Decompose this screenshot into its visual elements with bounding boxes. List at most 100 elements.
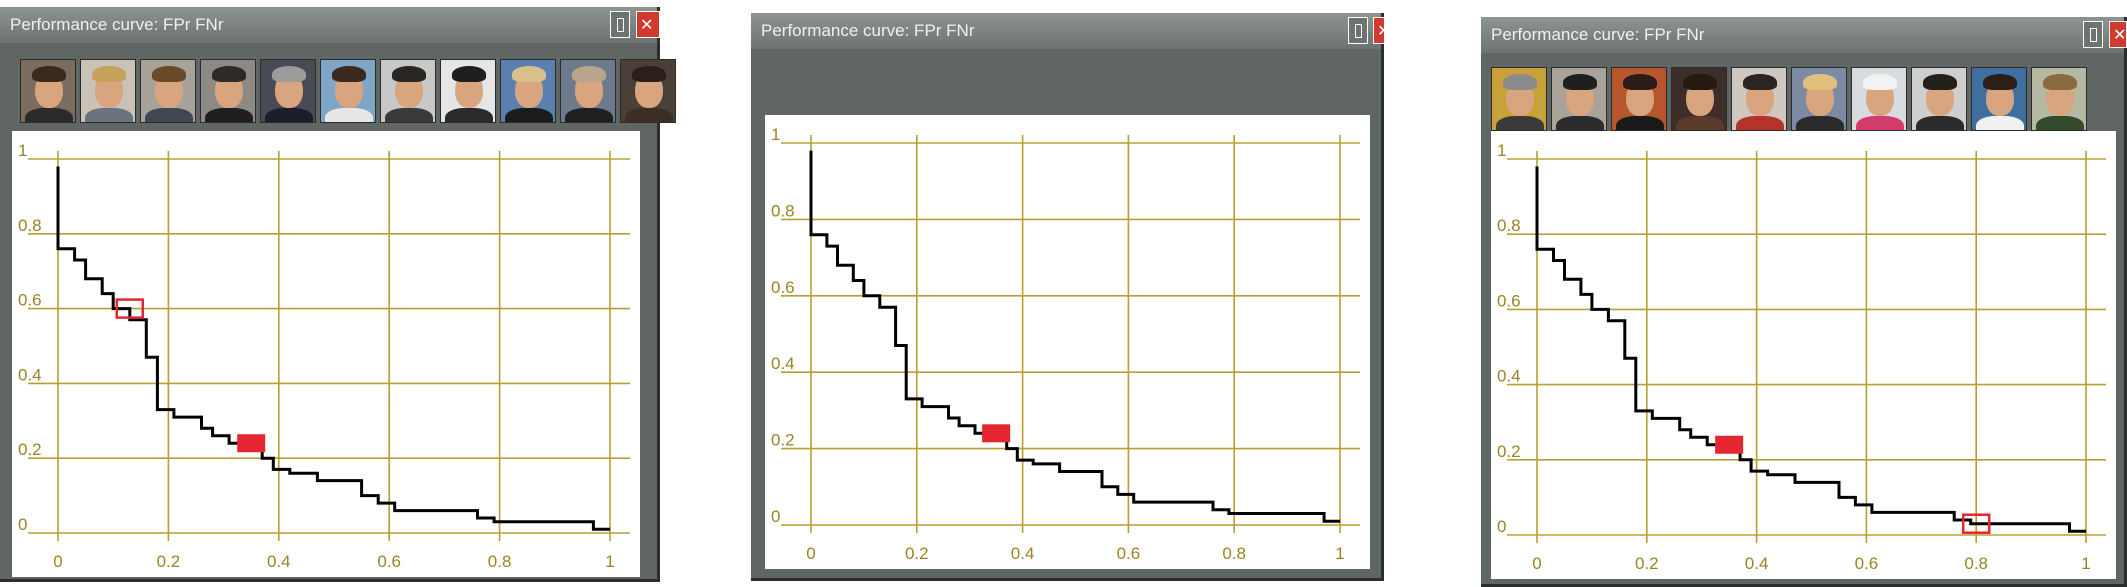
- face-thumbnail-7[interactable]: [1851, 67, 1907, 131]
- x-tick-label: 0.6: [377, 552, 401, 571]
- operating-point-marker: [1715, 435, 1744, 454]
- maximize-button[interactable]: [1348, 17, 1368, 44]
- maximize-button[interactable]: [2083, 21, 2103, 48]
- plot-area: 0 0.2 0.4 0.6 0.8 1 1 0.8 0.6 0.4 0.2 0: [12, 131, 640, 577]
- x-tick-label: 0.4: [1011, 544, 1035, 563]
- y-tick-label: 1: [18, 141, 27, 160]
- window-titlebar[interactable]: Performance curve: FPr FNr: [1481, 17, 2127, 53]
- y-tick-label: 0.6: [1497, 291, 1521, 310]
- face-thumbnail-10[interactable]: [560, 59, 616, 123]
- y-tick-label: 0.8: [771, 201, 795, 220]
- y-tick-label: 0.4: [1497, 367, 1521, 386]
- x-tick-label: 0.8: [488, 552, 512, 571]
- face-thumbnail-1[interactable]: [1491, 67, 1547, 131]
- face-shoulders: [565, 108, 613, 122]
- maximize-button[interactable]: [610, 11, 630, 38]
- y-tick-label: 0: [1497, 517, 1506, 536]
- face-shoulders: [385, 108, 433, 122]
- face-strip: [20, 59, 676, 123]
- face-thumbnail-9[interactable]: [1971, 67, 2027, 131]
- performance-curve-chart: 0 0.2 0.4 0.6 0.8 1 1 0.8 0.6 0.4 0.2 0: [18, 141, 630, 571]
- face-shoulders: [1496, 116, 1544, 130]
- face-shoulders: [265, 108, 313, 122]
- face-shoulders: [625, 108, 673, 122]
- plot-area: 0 0.2 0.4 0.6 0.8 1 1 0.8 0.6 0.4 0.2 0: [765, 115, 1370, 569]
- face-hair: [1863, 74, 1897, 90]
- y-tick-label: 0.8: [1497, 216, 1521, 235]
- face-thumbnail-9[interactable]: [500, 59, 556, 123]
- face-hair: [212, 66, 246, 82]
- face-thumbnail-8[interactable]: [440, 59, 496, 123]
- face-hair: [1743, 74, 1777, 90]
- x-tick-label: 0.2: [905, 544, 929, 563]
- y-tick-label: 1: [771, 125, 780, 144]
- y-tick-label: 0.4: [18, 365, 42, 384]
- face-thumbnail-5[interactable]: [1731, 67, 1787, 131]
- close-button[interactable]: [1373, 17, 1385, 44]
- face-shoulders: [205, 108, 253, 122]
- selected-point-marker: [115, 298, 145, 319]
- performance-curve-line: [809, 150, 1340, 523]
- face-shoulders: [1916, 116, 1964, 130]
- y-tick-label: 0.2: [771, 431, 795, 450]
- face-hair: [1683, 74, 1717, 90]
- x-tick-label: 0.8: [1222, 544, 1246, 563]
- window-titlebar[interactable]: Performance curve: FPr FNr: [751, 13, 1385, 49]
- x-tick-label: 0: [806, 544, 815, 563]
- face-shoulders: [25, 108, 73, 122]
- close-button[interactable]: [636, 11, 660, 38]
- face-strip: [1491, 67, 2087, 131]
- face-hair: [632, 66, 666, 82]
- y-tick-label: 0.6: [18, 291, 42, 310]
- face-thumbnail-1[interactable]: [20, 59, 76, 123]
- face-hair: [392, 66, 426, 82]
- face-shoulders: [505, 108, 553, 122]
- face-hair: [32, 66, 66, 82]
- y-tick-label: 0: [771, 507, 780, 526]
- face-shoulders: [325, 108, 373, 122]
- x-tick-label: 0.4: [1745, 554, 1769, 573]
- face-hair: [1983, 74, 2017, 90]
- y-tick-label: 0.8: [18, 216, 42, 235]
- x-tick-label: 1: [605, 552, 614, 571]
- window-titlebar[interactable]: Performance curve: FPr FNr: [0, 7, 660, 43]
- face-shoulders: [1856, 116, 1904, 130]
- window-title: Performance curve: FPr FNr: [761, 21, 975, 40]
- performance-curve-chart: 0 0.2 0.4 0.6 0.8 1 1 0.8 0.6 0.4 0.2 0: [771, 125, 1360, 563]
- face-hair: [1563, 74, 1597, 90]
- performance-window-3: Performance curve: FPr FNr 0 0.2 0.4 0.6 0.8…: [1481, 17, 2127, 587]
- performance-curve-line: [56, 166, 610, 531]
- x-tick-label: 1: [2081, 554, 2090, 573]
- y-tick-label: 0.2: [18, 440, 42, 459]
- face-hair: [452, 66, 486, 82]
- window-title: Performance curve: FPr FNr: [1491, 25, 1705, 44]
- face-thumbnail-3[interactable]: [140, 59, 196, 123]
- face-thumbnail-5[interactable]: [260, 59, 316, 123]
- plot-area: 0 0.2 0.4 0.6 0.8 1 1 0.8 0.6 0.4 0.2 0: [1491, 131, 2116, 579]
- close-button[interactable]: [2109, 21, 2127, 48]
- face-hair: [572, 66, 606, 82]
- face-hair: [332, 66, 366, 82]
- face-shoulders: [145, 108, 193, 122]
- face-thumbnail-6[interactable]: [320, 59, 376, 123]
- face-thumbnail-2[interactable]: [1551, 67, 1607, 131]
- face-thumbnail-10[interactable]: [2031, 67, 2087, 131]
- face-hair: [2043, 74, 2077, 90]
- face-thumbnail-7[interactable]: [380, 59, 436, 123]
- face-shoulders: [1676, 116, 1724, 130]
- face-thumbnail-2[interactable]: [80, 59, 136, 123]
- face-hair: [512, 66, 546, 82]
- face-thumbnail-4[interactable]: [200, 59, 256, 123]
- face-thumbnail-3[interactable]: [1611, 67, 1667, 131]
- selected-point-marker: [1961, 513, 1991, 534]
- face-hair: [1923, 74, 1957, 90]
- x-tick-label: 0.8: [1964, 554, 1988, 573]
- face-thumbnail-8[interactable]: [1911, 67, 1967, 131]
- y-tick-label: 0.6: [771, 278, 795, 297]
- face-hair: [1503, 74, 1537, 90]
- face-thumbnail-4[interactable]: [1671, 67, 1727, 131]
- face-shoulders: [85, 108, 133, 122]
- face-thumbnail-11[interactable]: [620, 59, 676, 123]
- face-thumbnail-6[interactable]: [1791, 67, 1847, 131]
- face-shoulders: [2036, 116, 2084, 130]
